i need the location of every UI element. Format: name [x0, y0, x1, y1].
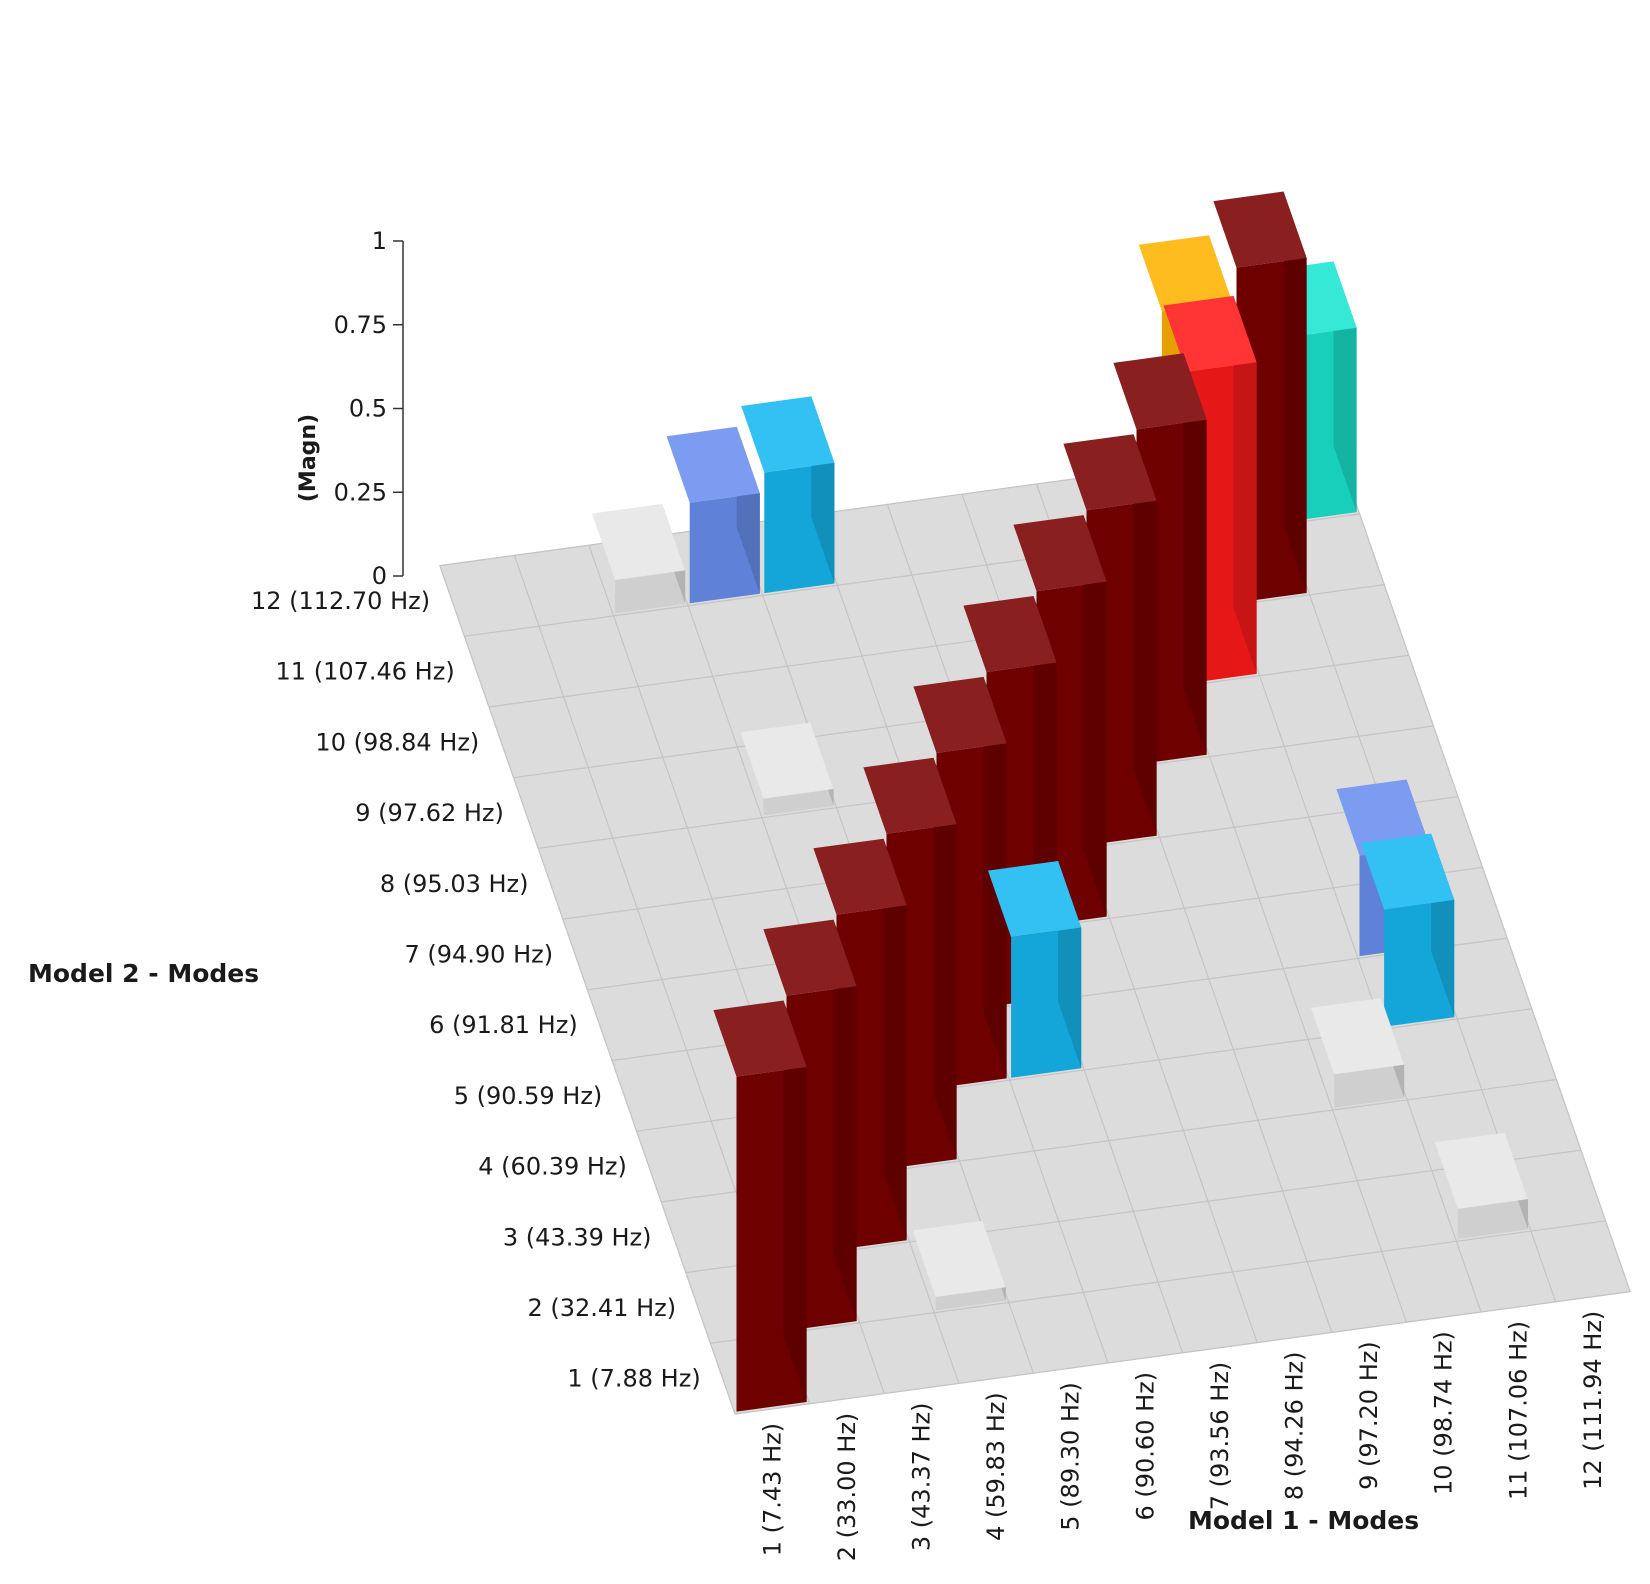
z-axis: 0 0.25 0.5 0.75 1	[334, 227, 404, 590]
bar-front-face	[615, 570, 686, 614]
model1-tick-label: 11 (107.06 Hz)	[1504, 1321, 1532, 1500]
model1-tick-label: 5 (89.30 Hz)	[1057, 1382, 1085, 1531]
bar-m1-4-m2-12	[666, 426, 760, 604]
bar-m1-6-m2-5	[988, 861, 1082, 1078]
bar-side-face	[883, 838, 907, 1241]
bar-top-face	[912, 1220, 1006, 1297]
model2-tick-label: 3 (43.39 Hz)	[503, 1223, 652, 1251]
bar-m1-11-m2-5	[1361, 833, 1455, 1027]
model2-tick-label: 5 (90.59 Hz)	[454, 1082, 603, 1110]
bar-top-face	[666, 426, 760, 503]
bar-top-face	[1311, 998, 1405, 1075]
model2-tick-label: 10 (98.84 Hz)	[315, 728, 479, 756]
bar-m1-5-m2-12	[741, 396, 835, 594]
z-axis-title: (Magn)	[296, 414, 321, 502]
model1-tick-label: 3 (43.37 Hz)	[908, 1403, 936, 1552]
model1-tick-labels: 1 (7.43 Hz) 2 (33.00 Hz) 3 (43.37 Hz) 4 (59…	[758, 1311, 1607, 1562]
bar-top-face	[988, 861, 1082, 938]
model1-tick-label: 8 (94.26 Hz)	[1281, 1352, 1309, 1501]
model2-tick-label: 11 (107.46 Hz)	[276, 658, 455, 686]
bar-top-face	[740, 722, 834, 799]
bar-top-face	[1434, 1132, 1528, 1209]
bar-m1-4-m2-2	[912, 1220, 1006, 1311]
bar-side-face	[783, 1000, 807, 1402]
bar-m1-1-m2-1	[713, 1000, 807, 1412]
model2-tick-label: 6 (91.81 Hz)	[429, 1011, 578, 1039]
x-axis-title: Model 1 - Modes	[1188, 1506, 1419, 1535]
model1-tick-label: 6 (90.60 Hz)	[1131, 1372, 1159, 1521]
model2-tick-label: 9 (97.62 Hz)	[355, 799, 504, 827]
bar-m1-10-m2-4	[1311, 998, 1405, 1108]
model2-tick-label: 8 (95.03 Hz)	[380, 870, 529, 898]
model1-tick-label: 2 (33.00 Hz)	[833, 1413, 861, 1562]
bar-top-face	[1113, 353, 1207, 430]
bar-top-face	[592, 503, 686, 580]
floor-gridline	[1334, 443, 1631, 1292]
z-tick-label: 0.5	[349, 395, 387, 423]
bar-front-face	[763, 789, 834, 816]
bar-front-face	[1334, 1064, 1405, 1108]
bar-top-face	[813, 838, 907, 915]
bar-side-face	[1233, 295, 1257, 674]
z-tick-label: 1	[372, 227, 387, 255]
bar-top-face	[713, 1000, 807, 1077]
model1-tick-label: 10 (98.74 Hz)	[1430, 1331, 1458, 1495]
model1-tick-label: 9 (97.20 Hz)	[1355, 1341, 1383, 1490]
bar-side-face	[833, 919, 857, 1322]
bar-top-face	[1213, 191, 1307, 268]
bar-top-face	[1163, 295, 1257, 372]
bar-side-face	[1083, 515, 1107, 917]
bar-top-face	[1138, 235, 1232, 312]
z-tick-label: 0	[372, 562, 387, 590]
bar-top-face	[963, 596, 1057, 673]
chart-bars	[592, 191, 1528, 1412]
bar-m1-4-m2-9	[740, 722, 834, 816]
bar-top-face	[913, 676, 1007, 753]
bar-top-face	[1361, 833, 1455, 910]
model1-tick-label: 12 (111.94 Hz)	[1579, 1311, 1607, 1490]
bar-top-face	[1063, 434, 1157, 511]
y-axis-title: Model 2 - Modes	[28, 959, 259, 988]
bar-top-face	[1013, 515, 1107, 592]
model2-tick-label: 12 (112.70 Hz)	[251, 587, 430, 615]
bar-side-face	[1283, 191, 1307, 593]
z-tick-label: 0.25	[334, 478, 387, 506]
model2-tick-label: 4 (60.39 Hz)	[478, 1153, 627, 1181]
bar-front-face	[1457, 1199, 1528, 1239]
z-tick-label: 0.75	[334, 311, 387, 339]
bar-top-face	[741, 396, 835, 473]
model1-tick-label: 1 (7.43 Hz)	[758, 1423, 786, 1556]
bar-front-face	[935, 1287, 1006, 1311]
bar-top-face	[1336, 779, 1430, 856]
bar-m1-3-m2-12	[592, 503, 686, 614]
model2-tick-label: 1 (7.88 Hz)	[567, 1365, 700, 1393]
model2-tick-label: 2 (32.41 Hz)	[527, 1294, 676, 1322]
bar-side-face	[1183, 353, 1207, 755]
bar-side-face	[933, 757, 957, 1160]
model1-tick-label: 4 (59.83 Hz)	[982, 1392, 1010, 1541]
bar-top-face	[863, 757, 957, 834]
bar-m1-11-m2-2	[1434, 1132, 1528, 1239]
model1-tick-label: 7 (93.56 Hz)	[1206, 1362, 1234, 1511]
bar-top-face	[763, 919, 857, 996]
bar-side-face	[1133, 434, 1157, 836]
model2-tick-labels: 1 (7.88 Hz) 2 (32.41 Hz) 3 (43.39 Hz) 4 (60…	[251, 587, 701, 1393]
model2-tick-label: 7 (94.90 Hz)	[404, 941, 553, 969]
